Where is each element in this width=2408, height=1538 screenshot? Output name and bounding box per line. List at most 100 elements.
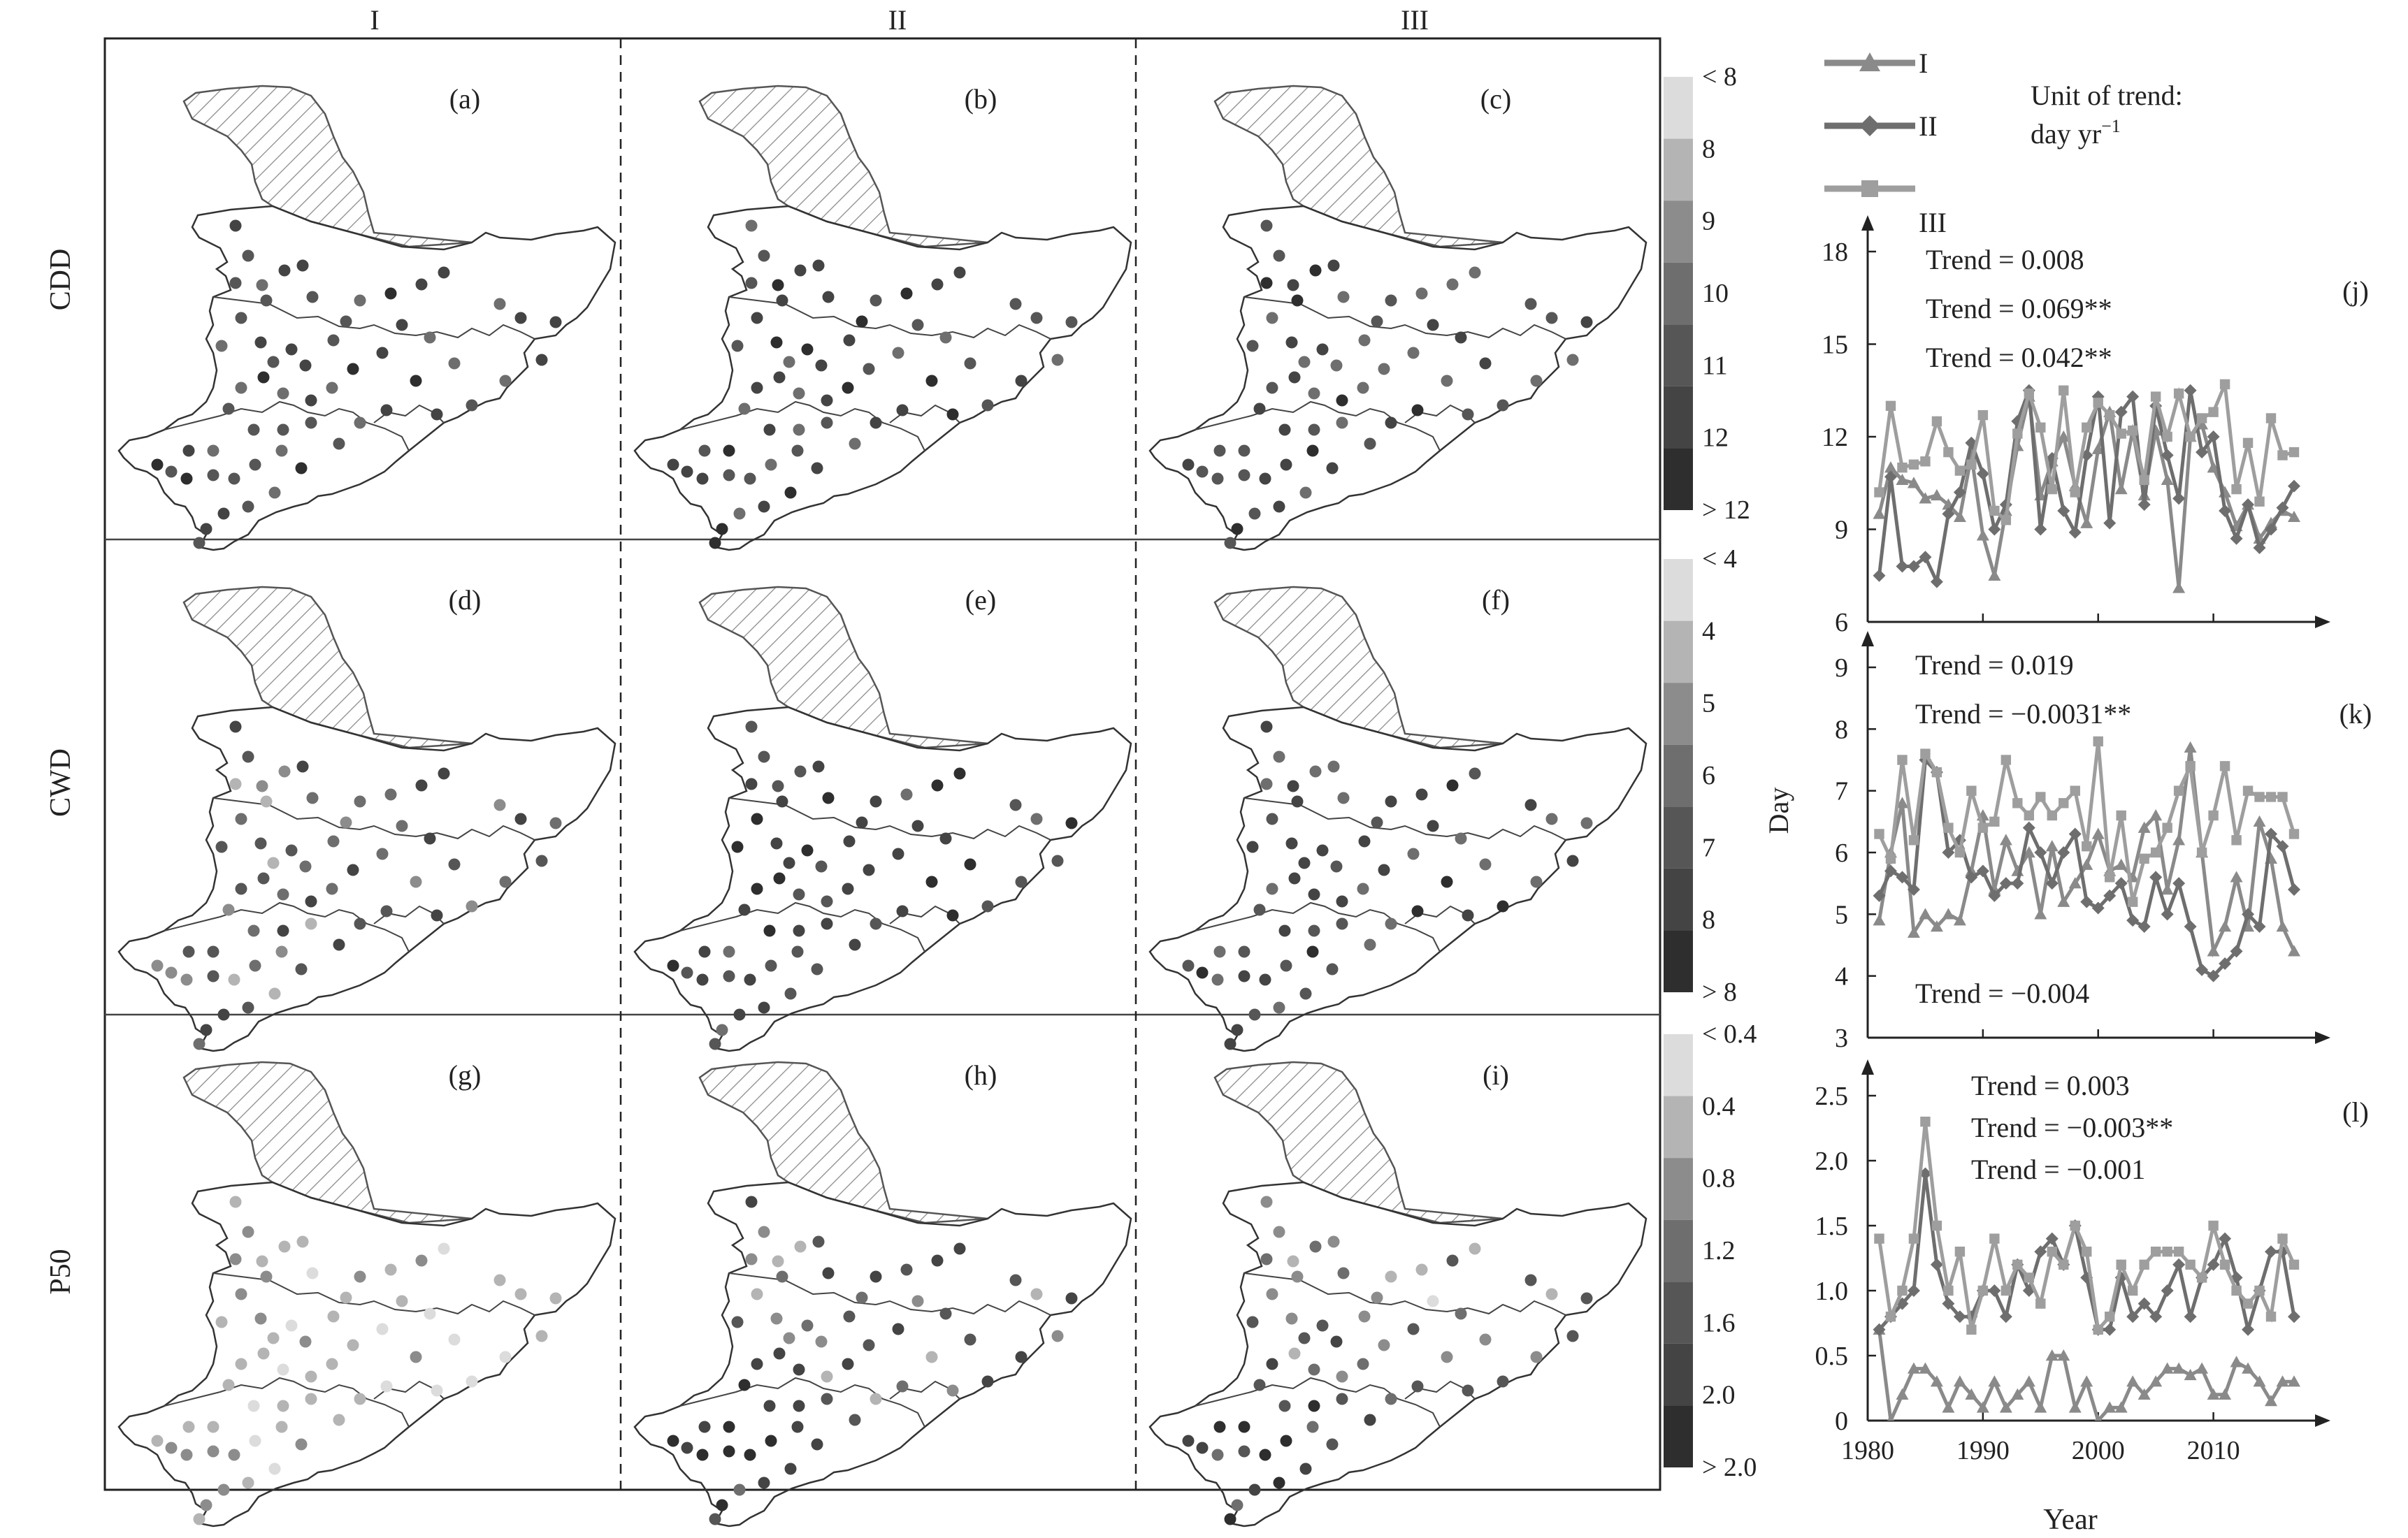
station-point: [772, 279, 784, 291]
data-point-III: [2000, 515, 2012, 525]
data-point-III: [1954, 1247, 1966, 1257]
station-point: [275, 1421, 288, 1433]
hatched-region: [182, 1061, 473, 1224]
station-point: [1259, 472, 1271, 485]
data-point-II: [2219, 1232, 2232, 1245]
data-point-II: [1976, 467, 1989, 480]
station-point: [333, 437, 345, 450]
data-point-III: [2173, 785, 2184, 796]
data-point-I: [2045, 840, 2059, 852]
station-point: [260, 1270, 273, 1283]
station-point: [235, 1288, 247, 1300]
data-point-III: [2059, 798, 2069, 808]
station-point: [1030, 1288, 1043, 1300]
data-point-II: [2161, 1284, 2174, 1297]
station-point: [228, 472, 240, 485]
station-point: [1308, 1400, 1320, 1412]
station-point: [217, 507, 230, 520]
station-point: [1009, 799, 1022, 811]
station-point: [716, 1499, 728, 1511]
data-point-II: [1942, 1297, 1955, 1310]
map-panel-7: (g): [117, 1059, 617, 1528]
station-point: [380, 404, 393, 416]
station-point: [733, 1483, 746, 1496]
station-point: [326, 1358, 338, 1370]
station-point: [1326, 1438, 1339, 1451]
station-point: [758, 1001, 770, 1014]
data-point-II: [2149, 871, 2163, 884]
station-point: [1545, 1288, 1558, 1300]
data-point-III: [1908, 1233, 1919, 1244]
station-point: [257, 1347, 270, 1360]
station-point: [1358, 1310, 1371, 1323]
data-point-III: [2024, 388, 2035, 399]
station-point: [217, 1483, 230, 1496]
data-point-II: [1930, 575, 1943, 588]
station-point: [681, 966, 693, 979]
station-point: [254, 837, 267, 850]
station-point: [296, 1235, 309, 1248]
station-point: [900, 1263, 913, 1276]
station-point: [1299, 486, 1312, 499]
station-point: [305, 1393, 317, 1405]
data-point-I: [2161, 473, 2174, 486]
station-point: [431, 408, 443, 421]
data-point-I: [1953, 914, 1966, 926]
station-point: [758, 500, 770, 513]
subregion-border: [728, 296, 1051, 340]
station-point: [1182, 1435, 1195, 1447]
station-point: [776, 294, 788, 307]
data-point-II: [1988, 889, 2001, 902]
station-point: [744, 472, 756, 485]
station-point: [723, 1445, 735, 1458]
station-point: [709, 537, 721, 549]
station-point: [207, 945, 219, 958]
station-point: [1285, 837, 1298, 850]
station-point: [870, 416, 882, 429]
station-point: [235, 883, 247, 895]
data-point-I: [2253, 815, 2266, 827]
map-panel-2: (b): [633, 83, 1132, 551]
data-point-III: [2196, 413, 2207, 423]
station-point: [193, 537, 206, 549]
data-point-III: [1954, 465, 1966, 476]
station-point: [1030, 312, 1043, 324]
station-point: [981, 1375, 994, 1388]
station-point: [424, 832, 436, 845]
series-line-III: [1877, 741, 2296, 903]
station-point: [354, 416, 366, 429]
data-point-I: [1896, 797, 1909, 808]
station-point: [180, 1449, 193, 1461]
station-point: [499, 1351, 512, 1363]
data-point-II: [2149, 1310, 2163, 1323]
station-point: [207, 469, 219, 481]
data-point-II: [2265, 827, 2278, 841]
data-point-III: [2070, 487, 2080, 498]
legend-label: 1.2: [1702, 1236, 1736, 1265]
series-line-I: [1877, 1329, 2294, 1421]
data-point-III: [2024, 810, 2035, 821]
data-point-I: [2068, 877, 2082, 889]
station-point: [1411, 1380, 1424, 1393]
data-point-II: [2137, 498, 2151, 512]
station-point: [953, 1242, 966, 1255]
station-point: [811, 963, 823, 975]
data-point-III: [2116, 428, 2126, 439]
data-point-I: [2149, 809, 2163, 821]
station-point: [277, 924, 289, 937]
station-point: [794, 264, 807, 277]
y-tick-label: 18: [1822, 238, 1848, 267]
data-point-III: [1897, 1285, 1908, 1296]
station-point: [1288, 371, 1301, 384]
data-point-I: [2103, 1401, 2117, 1413]
y-tick-label: 15: [1822, 331, 1848, 360]
data-point-I: [2253, 1375, 2266, 1387]
column-header-1: I: [370, 4, 379, 36]
station-point: [410, 1351, 422, 1363]
legend-label: 9: [1702, 207, 1715, 236]
station-point: [247, 924, 260, 937]
data-point-III: [2231, 1285, 2242, 1296]
data-point-III: [1966, 1324, 1977, 1335]
station-point: [1462, 909, 1474, 922]
station-point: [1309, 264, 1322, 277]
